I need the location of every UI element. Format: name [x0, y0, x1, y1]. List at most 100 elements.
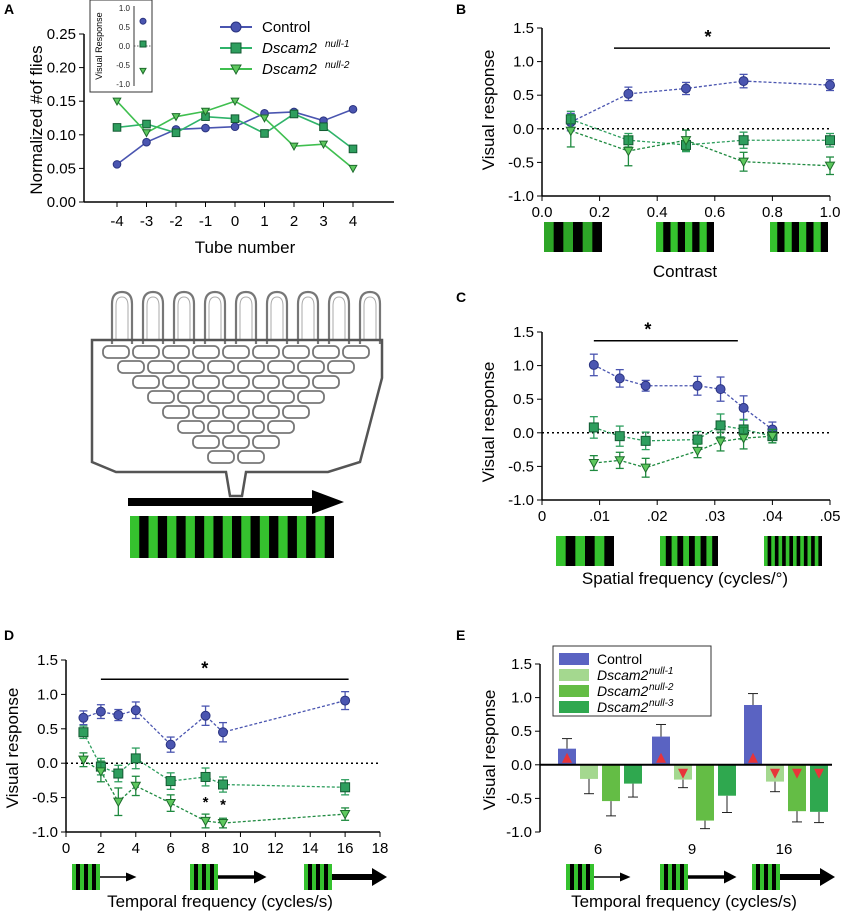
y-tick-label: 0.0 [513, 425, 534, 442]
maze-junction [237, 360, 265, 374]
control-point [614, 373, 625, 384]
tube-inner [146, 296, 160, 340]
y-tick-label: 0.5 [513, 391, 534, 408]
tube-inner [208, 296, 222, 340]
x-tick-label: 2 [290, 213, 298, 230]
null1-point [112, 123, 122, 132]
grating-stripe [304, 864, 308, 890]
null2-point [200, 107, 211, 117]
tube-inner [239, 296, 253, 340]
y-tick-label: 0.5 [513, 87, 534, 104]
null2-point [230, 97, 240, 107]
tube-inner [115, 296, 129, 340]
direction-arrow-down [770, 768, 780, 779]
y-tick-label: -1.0 [32, 824, 58, 841]
inset-tick: -0.5 [116, 61, 130, 70]
a-xlabel: Tube number [195, 238, 296, 257]
grating-stripe [656, 222, 664, 252]
grating-background [304, 864, 332, 890]
bar-1 [580, 764, 598, 779]
null1-point [139, 40, 147, 48]
null2-point [339, 810, 351, 820]
x-tick-label: 6 [166, 840, 174, 857]
panel-letter-c: C [456, 289, 466, 305]
control-point [200, 710, 211, 721]
x-tick-label: -4 [110, 213, 123, 230]
maze-junction [252, 405, 280, 419]
null2-point [614, 456, 626, 466]
null2-point [640, 463, 652, 474]
maze-junction [342, 345, 370, 359]
control-point [230, 21, 242, 33]
null2-point [692, 446, 703, 457]
legend-label: Dscam2 [262, 61, 318, 78]
tube [203, 290, 227, 344]
x-tick-label: 1 [260, 213, 268, 230]
grating-stripe [799, 222, 807, 252]
x-tick-label: .02 [647, 508, 668, 525]
y-tick-label: 0.5 [37, 721, 58, 738]
y-tick-label: 0.15 [47, 93, 76, 110]
inset-tick: 1.0 [119, 4, 131, 13]
grating-background [660, 864, 688, 890]
legend-swatch [559, 701, 589, 713]
tube [234, 290, 258, 344]
x-tick-label: 14 [302, 840, 319, 857]
maze-junction [282, 345, 310, 359]
grating-stripe [575, 536, 585, 566]
null1-point [260, 129, 269, 138]
null1-point [113, 768, 124, 779]
speed-arrow-head [126, 872, 137, 882]
e-xlabel: Temporal frequency (cycles/s) [571, 892, 797, 911]
control-point [112, 160, 122, 169]
null2-point [217, 818, 229, 829]
control-point [165, 739, 176, 750]
x-tick-label: 4 [349, 213, 357, 230]
bar-3 [624, 764, 642, 784]
legend-label: Control [597, 651, 642, 667]
bar-0 [744, 704, 762, 765]
grating-stripe [770, 222, 778, 252]
direction-arrow-down [814, 768, 824, 779]
point-significance-star: * [220, 796, 226, 813]
y-tick-label: 1.0 [511, 690, 532, 707]
maze-junction [147, 360, 175, 374]
speed-arrow-head [254, 870, 267, 884]
x-tick-label: 3 [319, 213, 327, 230]
tube-inner [363, 296, 377, 340]
grating-background [566, 864, 594, 890]
null2-point [171, 113, 181, 122]
maze-junction [162, 375, 190, 389]
maze-junction [237, 420, 265, 434]
grating-stripe [185, 516, 195, 558]
control-point [139, 17, 147, 25]
maze-junction [177, 360, 205, 374]
null1-point [588, 422, 599, 433]
grating-stripe [130, 516, 140, 558]
null2-point [680, 136, 692, 146]
maze-junction [312, 375, 340, 389]
maze-junction [207, 360, 235, 374]
grating-stripe [706, 536, 713, 566]
y-tick-label: -0.5 [508, 458, 534, 475]
d-ylabel: Visual response [3, 688, 22, 809]
null1-point [715, 420, 726, 431]
grating-stripe [785, 536, 790, 566]
control-point [692, 380, 703, 391]
x-tick-label: 8 [201, 840, 209, 857]
maze-junction [267, 390, 295, 404]
grating-stripe [241, 516, 251, 558]
maze-junction [162, 405, 190, 419]
legend-label: Control [262, 19, 310, 36]
grating-stripe [296, 516, 307, 558]
maze-junction [192, 435, 220, 449]
d-xlabel: Temporal frequency (cycles/s) [107, 892, 333, 911]
maze-junction [237, 450, 265, 464]
y-tick-label: 0.0 [511, 757, 532, 774]
null1-point [614, 431, 625, 442]
grating-stripe [813, 222, 821, 252]
speed-arrow-head [372, 868, 387, 886]
null1-point [738, 135, 749, 146]
null2-point [165, 799, 177, 809]
